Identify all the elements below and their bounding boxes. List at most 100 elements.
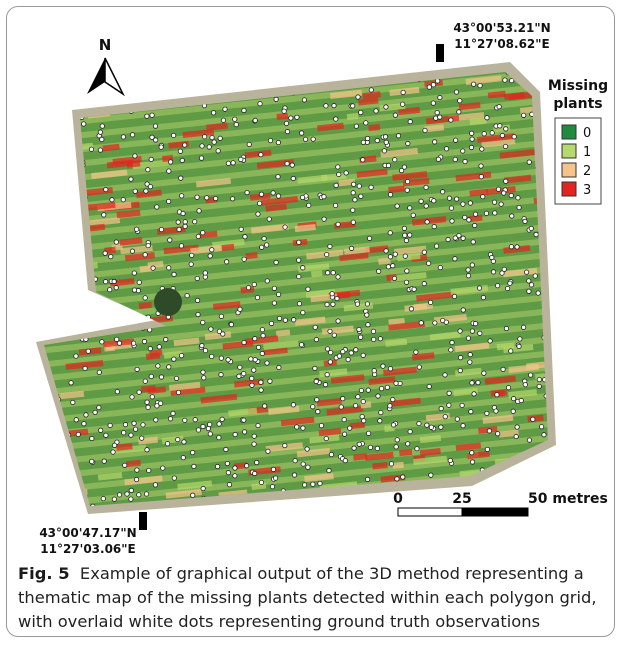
ground-truth-dot <box>339 405 343 409</box>
ground-truth-dot <box>292 80 296 84</box>
ground-truth-dot <box>438 95 442 99</box>
ground-truth-dot <box>504 179 508 183</box>
legend-title: plants <box>553 96 602 112</box>
ground-truth-dot <box>336 222 340 226</box>
ground-truth-dot <box>529 459 533 463</box>
ground-truth-dot <box>90 436 94 440</box>
ground-truth-dot <box>358 335 362 339</box>
patch <box>52 315 63 322</box>
ground-truth-dot <box>252 368 256 372</box>
ground-truth-dot <box>214 506 218 510</box>
ground-truth-dot <box>82 122 86 126</box>
ground-truth-dot <box>383 135 387 139</box>
ground-truth-dot <box>469 131 473 135</box>
ground-truth-dot <box>322 217 326 221</box>
ground-truth-dot <box>177 227 181 231</box>
ground-truth-dot <box>246 285 250 289</box>
ground-truth-dot <box>55 258 59 262</box>
ground-truth-dot <box>439 425 443 429</box>
ground-truth-dot <box>291 403 295 407</box>
ground-truth-dot <box>150 113 154 117</box>
ground-truth-dot <box>300 195 304 199</box>
patch <box>204 71 215 78</box>
ground-truth-dot <box>134 477 138 481</box>
ground-truth-dot <box>193 417 197 421</box>
ground-truth-dot <box>207 145 211 149</box>
ground-truth-dot <box>527 289 531 293</box>
ground-truth-dot <box>495 393 499 397</box>
ground-truth-dot <box>453 257 457 261</box>
ground-truth-dot <box>325 271 329 275</box>
ground-truth-dot <box>519 398 523 402</box>
ground-truth-dot <box>217 435 221 439</box>
ground-truth-dot <box>84 413 88 417</box>
ground-truth-dot <box>58 470 62 474</box>
ground-truth-dot <box>205 196 209 200</box>
ground-truth-dot <box>46 305 50 309</box>
patch <box>46 469 74 478</box>
ground-truth-dot <box>341 349 345 353</box>
ground-truth-dot <box>411 213 415 217</box>
ground-truth-dot <box>368 445 372 449</box>
ground-truth-dot <box>59 239 63 243</box>
ground-truth-dot <box>168 238 172 242</box>
ground-truth-dot <box>468 201 472 205</box>
ground-truth-dot <box>366 323 370 327</box>
ground-truth-dot <box>238 307 242 311</box>
ground-truth-dot <box>498 484 502 488</box>
ground-truth-dot <box>537 377 541 381</box>
ground-truth-dot <box>484 211 488 215</box>
patch <box>288 506 301 513</box>
ground-truth-dot <box>259 388 263 392</box>
scale-label: 0 <box>393 491 403 507</box>
ground-truth-dot <box>409 307 413 311</box>
ground-truth-dot <box>276 194 280 198</box>
ground-truth-dot <box>365 302 369 306</box>
ground-truth-dot <box>130 133 134 137</box>
ground-truth-dot <box>403 233 407 237</box>
ground-truth-dot <box>48 499 52 503</box>
ground-truth-dot <box>503 144 507 148</box>
ground-truth-dot <box>182 440 186 444</box>
ground-truth-dot <box>518 337 522 341</box>
ground-truth-dot <box>179 176 183 180</box>
ground-truth-dot <box>371 329 375 333</box>
patch <box>62 309 98 319</box>
ground-truth-dot <box>243 234 247 238</box>
ground-truth-dot <box>490 131 494 135</box>
ground-truth-dot <box>260 327 264 331</box>
ground-truth-dot <box>107 313 111 317</box>
ground-truth-dot <box>325 302 329 306</box>
ground-truth-dot <box>316 409 320 413</box>
ground-truth-dot <box>242 371 246 375</box>
ground-truth-dot <box>51 403 55 407</box>
ground-truth-dot <box>190 253 194 257</box>
ground-truth-dot <box>361 399 365 403</box>
ground-truth-dot <box>98 130 102 134</box>
ground-truth-dot <box>220 87 224 91</box>
ground-truth-dot <box>470 137 474 141</box>
ground-truth-dot <box>62 97 66 101</box>
ground-truth-dot <box>314 337 318 341</box>
ground-truth-dot <box>537 384 541 388</box>
ground-truth-dot <box>546 194 550 198</box>
ground-truth-dot <box>425 423 429 427</box>
ground-truth-dot <box>195 276 199 280</box>
ground-truth-dot <box>423 128 427 132</box>
ground-truth-dot <box>219 372 223 376</box>
ground-truth-dot <box>115 389 119 393</box>
ground-truth-dot <box>274 260 278 264</box>
ground-truth-dot <box>353 73 357 77</box>
ground-truth-dot <box>509 193 513 197</box>
ground-truth-dot <box>439 406 443 410</box>
ground-truth-dot <box>297 76 301 80</box>
ground-truth-dot <box>189 262 193 266</box>
ground-truth-dot <box>101 496 105 500</box>
ground-truth-dot <box>148 346 152 350</box>
ground-truth-dot <box>65 298 69 302</box>
ground-truth-dot <box>349 351 353 355</box>
ground-truth-dot <box>324 104 328 108</box>
ground-truth-dot <box>283 225 287 229</box>
ground-truth-dot <box>443 414 447 418</box>
ground-truth-dot <box>190 450 194 454</box>
